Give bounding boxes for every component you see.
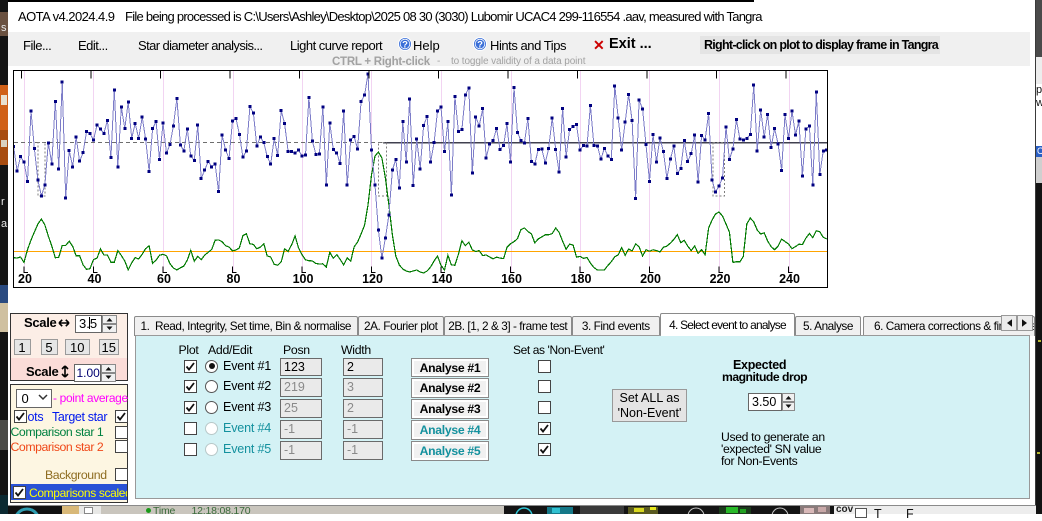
svg-text:?: ? <box>477 40 483 51</box>
svg-text:160: 160 <box>501 272 522 286</box>
svg-text:140: 140 <box>432 272 453 286</box>
svg-text:180: 180 <box>571 272 592 286</box>
svg-text:200: 200 <box>640 272 661 286</box>
svg-text:100: 100 <box>293 272 314 286</box>
svg-text:80: 80 <box>227 272 241 286</box>
svg-text:60: 60 <box>157 272 171 286</box>
svg-text:120: 120 <box>362 272 383 286</box>
svg-text:?: ? <box>402 40 408 51</box>
svg-text:40: 40 <box>88 272 102 286</box>
svg-text:220: 220 <box>710 272 731 286</box>
svg-text:20: 20 <box>18 272 32 286</box>
svg-text:240: 240 <box>779 272 800 286</box>
